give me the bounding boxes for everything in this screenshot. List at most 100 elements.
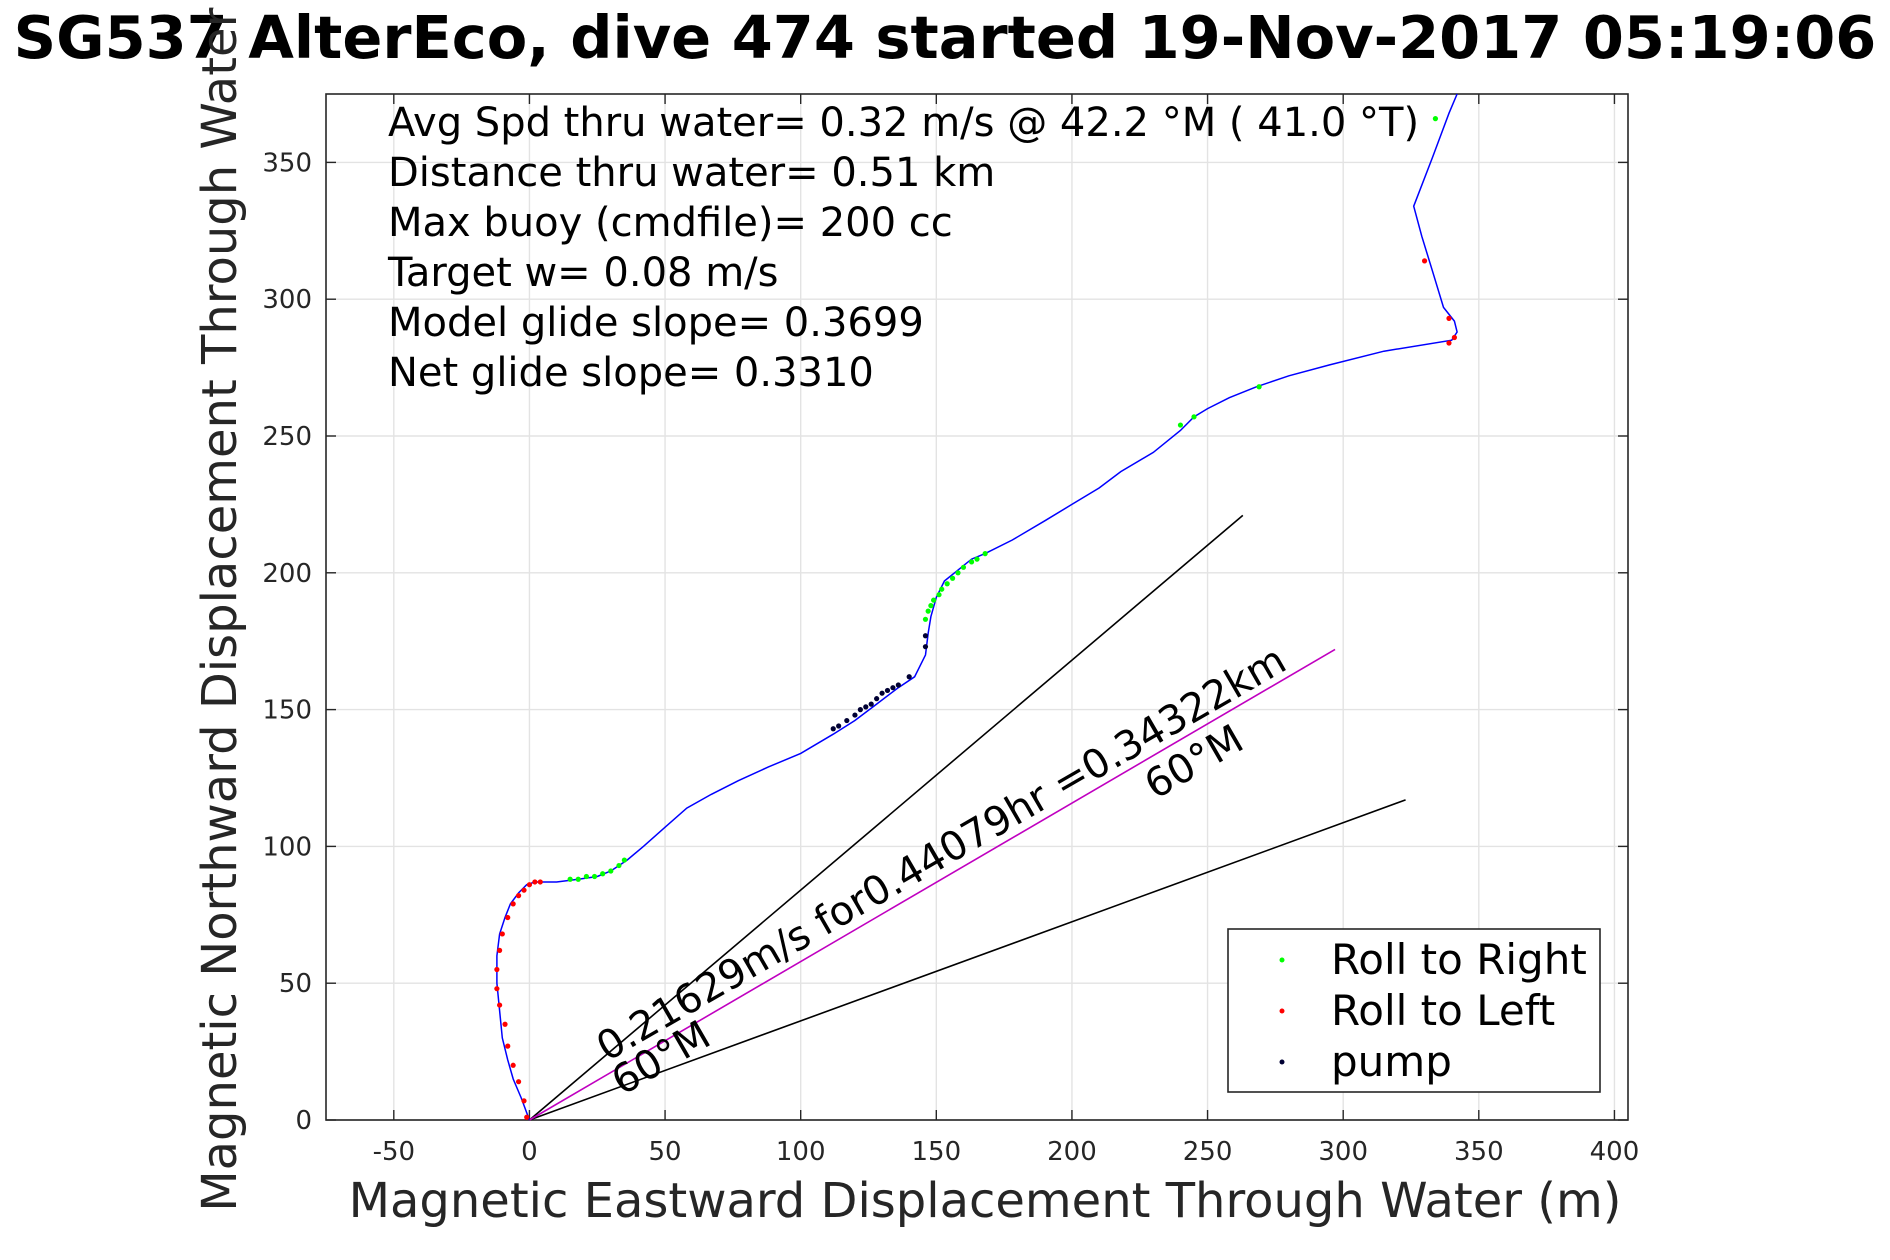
marker-pump (868, 701, 874, 707)
marker-pump (922, 633, 929, 639)
annotation-net-glide: Net glide slope= 0.3310 (388, 350, 874, 396)
annotation-target-w: Target w= 0.08 m/s (387, 250, 778, 296)
legend-label-pump: pump (1331, 1037, 1452, 1086)
x-tick-label: 100 (776, 1137, 826, 1167)
marker-roll-to-left (515, 893, 522, 899)
marker-pump (906, 674, 912, 680)
annotation-avg-speed: Avg Spd thru water= 0.32 m/s @ 42.2 °M (… (388, 100, 1419, 146)
marker-roll-to-right (621, 857, 627, 863)
marker-roll-to-left (510, 1062, 516, 1068)
marker-pump (890, 685, 896, 691)
marker-pump (863, 704, 869, 710)
y-tick-label: 250 (262, 422, 312, 452)
markers (494, 116, 1457, 1120)
x-tick-label: 300 (1318, 1137, 1368, 1167)
marker-pump (844, 717, 850, 724)
marker-pump (895, 682, 901, 688)
marker-roll-to-right (974, 556, 980, 562)
marker-roll-to-left (521, 1098, 527, 1104)
heading-rays (528, 514, 1406, 1121)
marker-pump (884, 687, 891, 694)
marker-pump (857, 707, 863, 713)
marker-roll-to-right (931, 597, 937, 603)
marker-roll-to-left (532, 879, 538, 885)
legend-marker-roll-left (1279, 1008, 1285, 1014)
marker-roll-to-right (575, 876, 581, 882)
y-tick-label: 200 (262, 559, 312, 589)
marker-pump (879, 690, 885, 696)
x-tick-label: 150 (911, 1137, 961, 1167)
x-tick-label: 250 (1183, 1137, 1233, 1167)
marker-roll-to-left (502, 1021, 508, 1027)
marker-roll-to-right (939, 586, 945, 592)
marker-roll-to-left (537, 879, 543, 885)
y-tick-label: 300 (262, 285, 312, 315)
x-tick-label: 400 (1590, 1137, 1640, 1167)
chart-title: SG537 AlterEco, dive 474 started 19-Nov-… (14, 3, 1877, 72)
marker-roll-to-left (1451, 334, 1457, 341)
marker-roll-to-right (1256, 384, 1262, 390)
marker-roll-to-right (955, 570, 961, 576)
marker-roll-to-right (968, 559, 975, 565)
marker-roll-to-right (583, 873, 590, 880)
track (496, 93, 1458, 1121)
legend-marker-roll-right (1279, 957, 1285, 963)
marker-roll-to-left (505, 914, 511, 921)
annotation-model-glide: Model glide slope= 0.3699 (388, 300, 924, 346)
marker-pump (836, 723, 842, 729)
marker-roll-to-right (949, 575, 956, 581)
legend-box (1227, 928, 1601, 1093)
marker-roll-to-left (524, 1114, 530, 1120)
marker-roll-to-right (567, 876, 573, 882)
marker-roll-to-right (1432, 116, 1439, 122)
marker-roll-to-left (499, 931, 505, 937)
marker-roll-to-right (960, 564, 967, 570)
marker-roll-to-right (600, 871, 606, 877)
legend-label-roll-left: Roll to Left (1331, 986, 1555, 1035)
marker-pump (852, 712, 858, 718)
marker-roll-to-left (526, 882, 533, 888)
marker-roll-to-left (1446, 315, 1452, 321)
marker-pump (922, 644, 929, 650)
y-tick-label: 150 (262, 696, 312, 726)
heading-ray (528, 514, 1244, 1121)
annotations-block: Avg Spd thru water= 0.32 m/s @ 42.2 °M (… (387, 100, 1419, 396)
y-tick-label: 350 (262, 148, 312, 178)
marker-pump (830, 726, 836, 732)
marker-roll-to-left (1446, 340, 1452, 346)
y-axis-label: Magnetic Northward Displacement Through … (192, 0, 248, 1212)
marker-roll-to-right (591, 873, 598, 880)
x-axis-label: Magnetic Eastward Displacement Through W… (349, 1173, 1622, 1229)
x-tick-label: 50 (649, 1137, 682, 1167)
marker-roll-to-right (928, 603, 934, 609)
annotation-max-buoy: Max buoy (cmdfile)= 200 cc (388, 200, 953, 246)
marker-roll-to-left (515, 1079, 522, 1085)
marker-roll-to-right (922, 616, 929, 622)
ticks: -50 0 50 100 150 200 250 300 350 400 0 50 100 150 200 2… (262, 94, 1639, 1167)
x-tick-label: 350 (1454, 1137, 1504, 1167)
marker-roll-to-right (944, 581, 950, 587)
annotation-distance: Distance thru water= 0.51 km (388, 150, 995, 196)
marker-pump (874, 696, 880, 702)
marker-roll-to-right (1177, 422, 1184, 428)
y-tick-label: 50 (279, 969, 312, 999)
marker-roll-to-left (494, 966, 500, 973)
heading-ray (529, 799, 1406, 1121)
marker-roll-to-right (616, 862, 622, 869)
track-line (496, 93, 1458, 1121)
x-tick-label: -50 (373, 1137, 415, 1167)
marker-roll-to-right (936, 592, 942, 598)
marker-roll-to-left (497, 947, 503, 953)
y-tick-label: 100 (262, 832, 312, 862)
net-displacement-vector (529, 648, 1336, 1121)
legend-marker-pump (1279, 1059, 1285, 1065)
marker-roll-to-left (521, 887, 527, 893)
marker-roll-to-right (982, 551, 988, 557)
marker-roll-to-right (1191, 414, 1197, 420)
marker-roll-to-right (925, 608, 931, 614)
marker-roll-to-left (510, 901, 516, 907)
y-tick-label: 0 (295, 1106, 312, 1136)
legend: Roll to Right Roll to Left pump (1227, 928, 1601, 1093)
x-tick-label: 200 (1047, 1137, 1097, 1167)
